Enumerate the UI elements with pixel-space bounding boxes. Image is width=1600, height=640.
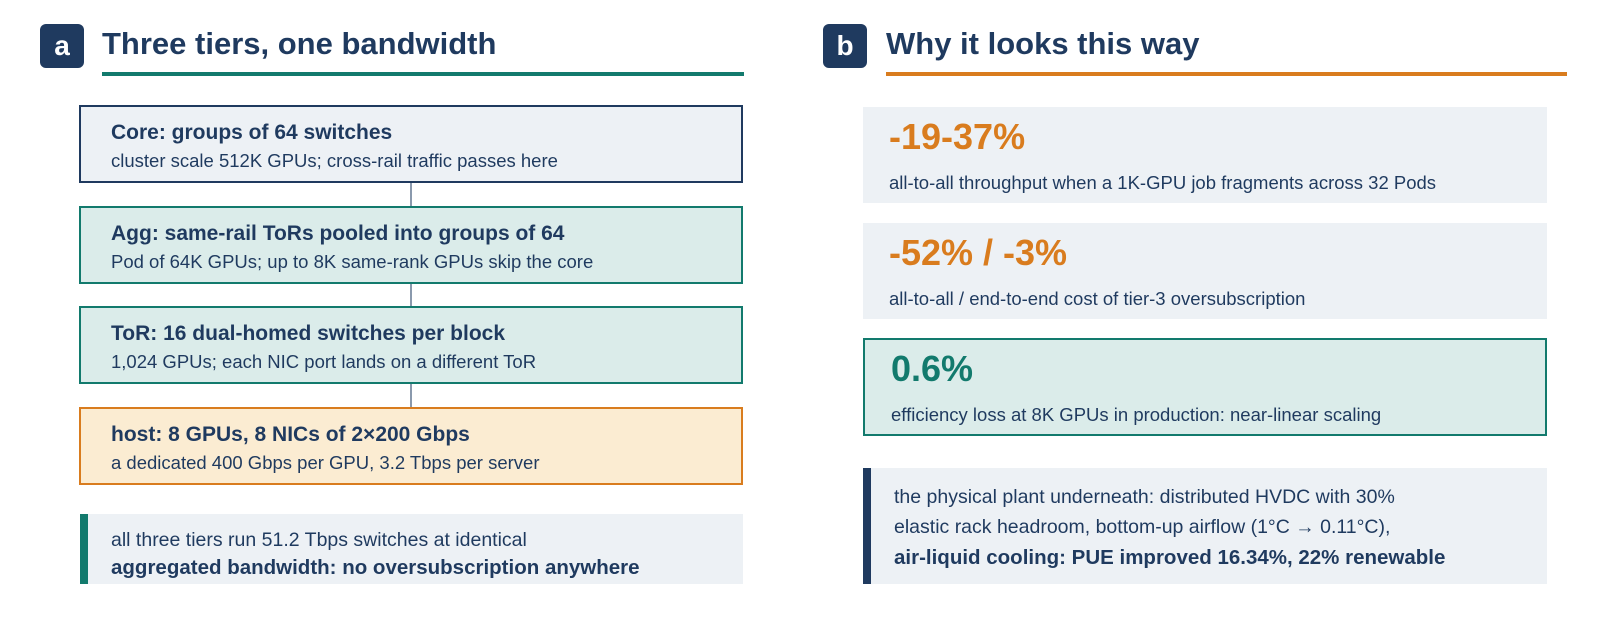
panel-a-badge: a [40, 24, 84, 68]
stat-efficiency-value: 0.6% [891, 348, 974, 389]
tier-core-title: Core: groups of 64 switches [111, 121, 393, 144]
tier-agg-title: Agg: same-rail ToRs pooled into groups o… [111, 222, 565, 245]
stat-card-efficiency: 0.6% efficiency loss at 8K GPUs in produ… [863, 338, 1547, 436]
tier-host-subtitle: a dedicated 400 Gbps per GPU, 3.2 Tbps p… [111, 452, 540, 473]
panel-b-title-underline [886, 72, 1567, 76]
tier-host-title: host: 8 GPUs, 8 NICs of 2×200 Gbps [111, 423, 470, 446]
stat-fragmentation-value: -19-37% [889, 116, 1026, 157]
tier-agg-subtitle: Pod of 64K GPUs; up to 8K same-rank GPUs… [111, 251, 594, 272]
stat-fragmentation-description: all-to-all throughput when a 1K-GPU job … [889, 172, 1437, 193]
panel-b-badge: b [823, 24, 867, 68]
stat-card-oversubscription: -52% / -3% all-to-all / end-to-end cost … [863, 223, 1547, 319]
panel-b-note: the physical plant underneath: distribut… [863, 468, 1547, 584]
tier-tor: ToR: 16 dual-homed switches per block 1,… [79, 306, 743, 384]
tier-agg: Agg: same-rail ToRs pooled into groups o… [79, 206, 743, 284]
panel-a-note-accent-bar [80, 514, 88, 584]
panel-b-note-line3: air-liquid cooling: PUE improved 16.34%,… [894, 546, 1446, 569]
stat-card-fragmentation: -19-37% all-to-all throughput when a 1K-… [863, 107, 1547, 203]
panel-b-title: Why it looks this way [886, 26, 1200, 61]
panel-b-note-line1: the physical plant underneath: distribut… [894, 486, 1395, 508]
panel-b-note-accent-bar [863, 468, 871, 584]
panel-a-title: Three tiers, one bandwidth [102, 26, 497, 61]
tier-tor-subtitle: 1,024 GPUs; each NIC port lands on a dif… [111, 351, 537, 372]
connector-agg-tor [410, 284, 412, 307]
panel-a-note: all three tiers run 51.2 Tbps switches a… [80, 514, 743, 584]
stat-efficiency-description: efficiency loss at 8K GPUs in production… [891, 404, 1382, 425]
panel-a-title-underline [102, 72, 744, 76]
stat-oversubscription-description: all-to-all / end-to-end cost of tier-3 o… [889, 288, 1306, 309]
tier-core-subtitle: cluster scale 512K GPUs; cross-rail traf… [111, 150, 558, 171]
connector-core-agg [410, 183, 412, 206]
stat-oversubscription-value: -52% / -3% [889, 232, 1068, 273]
tier-tor-title: ToR: 16 dual-homed switches per block [111, 322, 506, 345]
tier-host: host: 8 GPUs, 8 NICs of 2×200 Gbps a ded… [79, 407, 743, 485]
tier-core: Core: groups of 64 switches cluster scal… [79, 105, 743, 183]
panel-a-note-line1: all three tiers run 51.2 Tbps switches a… [111, 529, 527, 551]
panel-a-note-line2: aggregated bandwidth: no oversubscriptio… [111, 556, 640, 579]
connector-tor-host [410, 384, 412, 407]
panel-b-note-line2: elastic rack headroom, bottom-up airflow… [894, 516, 1391, 538]
